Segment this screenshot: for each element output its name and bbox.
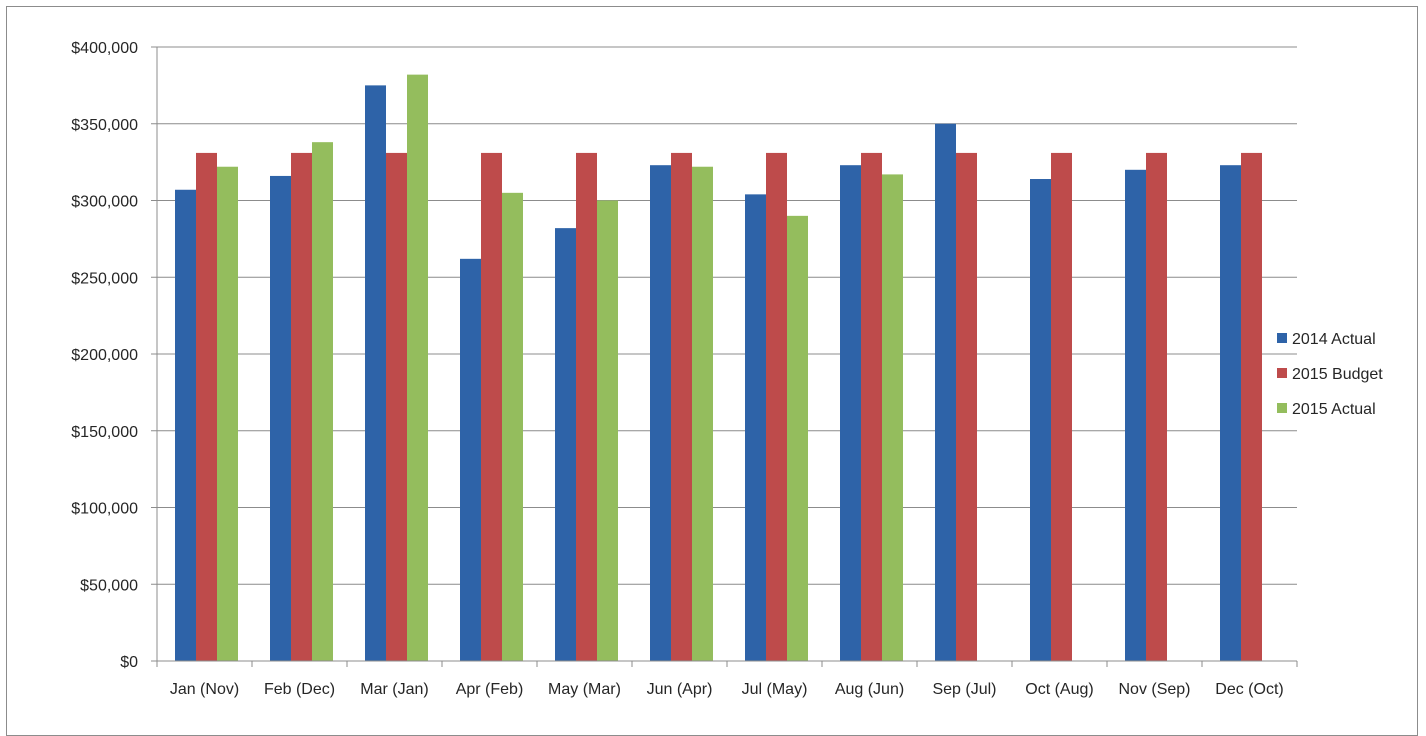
bar-2015-actual [597, 200, 618, 661]
x-axis-tick-labels: Jan (Nov) Feb (Dec) Mar (Jan) Apr (Feb) May … [170, 681, 1284, 698]
bar-2015-budget [861, 152, 882, 662]
legend-label: 2015 Budget [1292, 366, 1383, 383]
bar-2014-actual [1030, 179, 1051, 661]
y-axis-tick-labels: $0 $50,000 $100,000 $150,000 $200,000 $250,00… [71, 40, 138, 671]
bar-2014-actual [840, 165, 861, 661]
bar-2014-actual [175, 189, 196, 661]
bar-2015-actual [312, 142, 333, 662]
y-tick-label: $50,000 [80, 577, 138, 594]
y-tick-label: $150,000 [71, 424, 138, 441]
bars [175, 74, 1262, 662]
bar-2014-actual [365, 85, 386, 661]
bar-2015-actual [882, 174, 903, 661]
x-tick-label: Apr (Feb) [456, 681, 524, 698]
bar-2015-budget [1146, 152, 1167, 662]
bar-2015-actual [407, 74, 428, 661]
bar-2014-actual [460, 258, 481, 661]
x-tick-label: Oct (Aug) [1025, 681, 1093, 698]
x-tick-label: Sep (Jul) [932, 681, 996, 698]
y-tick-label: $300,000 [71, 194, 138, 211]
x-tick-label: May (Mar) [548, 681, 621, 698]
y-tick-label: $200,000 [71, 347, 138, 364]
bar-2014-actual [745, 194, 766, 662]
legend-label: 2015 Actual [1292, 401, 1376, 418]
legend: 2014 Actual 2015 Budget 2015 Actual [1277, 331, 1383, 418]
bar-2014-actual [270, 175, 291, 661]
bar-2015-actual [787, 215, 808, 661]
legend-swatch [1277, 333, 1287, 343]
x-tick-label: Feb (Dec) [264, 681, 335, 698]
legend-label: 2014 Actual [1292, 331, 1376, 348]
x-tick-label: Mar (Jan) [360, 681, 428, 698]
bar-2015-budget [671, 152, 692, 662]
legend-swatch [1277, 368, 1287, 378]
bar-2014-actual [1125, 169, 1146, 662]
y-tick-label: $250,000 [71, 270, 138, 287]
bar-2014-actual [935, 123, 956, 661]
x-tick-label: Dec (Oct) [1215, 681, 1283, 698]
y-tick-label: $350,000 [71, 117, 138, 134]
y-tick-label: $0 [120, 654, 138, 671]
bar-2015-actual [692, 166, 713, 662]
bar-2015-budget [766, 152, 787, 662]
bar-2015-budget [386, 152, 407, 662]
bar-2015-budget [1051, 152, 1072, 662]
x-tick-label: Aug (Jun) [835, 681, 904, 698]
bar-2015-budget [956, 152, 977, 662]
y-tick-label: $100,000 [71, 501, 138, 518]
bar-2014-actual [555, 228, 576, 661]
bar-2015-actual [502, 192, 523, 661]
legend-swatch [1277, 403, 1287, 413]
gridlines [151, 46, 1297, 662]
bar-2015-budget [576, 152, 597, 662]
bar-2015-budget [291, 152, 312, 662]
x-tick-label: Nov (Sep) [1118, 681, 1190, 698]
x-tick-label: Jul (May) [742, 681, 808, 698]
bar-2014-actual [650, 165, 671, 661]
bar-2015-budget [481, 152, 502, 662]
bar-2014-actual [1220, 165, 1241, 661]
x-tick-label: Jan (Nov) [170, 681, 239, 698]
bar-2015-budget [1241, 152, 1262, 662]
bar-2015-budget [196, 152, 217, 662]
x-tick-label: Jun (Apr) [647, 681, 713, 698]
y-tick-label: $400,000 [71, 40, 138, 57]
bar-2015-actual [217, 166, 238, 662]
x-axis [156, 47, 1298, 667]
